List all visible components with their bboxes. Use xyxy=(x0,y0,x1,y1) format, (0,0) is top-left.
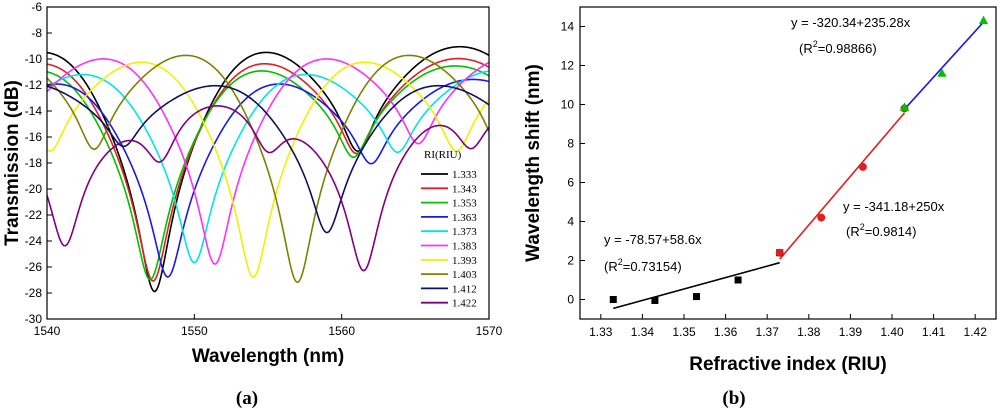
y-tick-label-a: -10 xyxy=(25,52,43,66)
y-tick-label-a: -16 xyxy=(25,130,43,144)
panel-a-transmission-chart: 1540 1550 1560 1570 -30 -28 -26 -24 -22 -20 -18 -16… xyxy=(2,0,503,409)
y-tick-label-a: -8 xyxy=(31,26,42,40)
y-tick-label-a: -26 xyxy=(25,260,43,274)
y-tick-label-b: 0 xyxy=(567,293,574,307)
transmission-line-1-412 xyxy=(47,84,489,234)
legend-label-1-373: 1.373 xyxy=(452,226,477,238)
y-tick-label-b: 14 xyxy=(561,20,575,34)
y-tick-label-a: -18 xyxy=(25,156,43,170)
y-tick-label-b: 8 xyxy=(567,137,574,151)
legend-label-1-403: 1.403 xyxy=(452,269,477,281)
transmission-line-1-393 xyxy=(47,61,489,278)
transmission-line-1-383 xyxy=(47,58,489,265)
legend-label-1-353: 1.353 xyxy=(452,198,477,210)
fit-equation-red: y = -341.18+250x xyxy=(843,199,945,214)
data-points-group xyxy=(609,15,989,304)
legend-a: RI(RIU) 1.333 1.343 1.353 1.363 1.373 1.383 1.… xyxy=(421,149,477,310)
fit-line-1 xyxy=(779,112,906,260)
y-axis-title-a: Transmission (dB) xyxy=(2,80,23,246)
y-tick-label-b: 4 xyxy=(567,215,574,229)
data-point-square xyxy=(609,296,617,303)
x-tick-label-a: 1560 xyxy=(328,324,355,338)
y-tick-label-a: -12 xyxy=(25,78,43,92)
y-tick-label-b: 10 xyxy=(561,98,575,112)
y-tick-label-a: -30 xyxy=(25,312,43,326)
x-axis-title-a: Wavelength (nm) xyxy=(192,346,344,367)
x-tick-label-b: 1.38 xyxy=(797,325,821,339)
legend-label-1-333: 1.333 xyxy=(452,169,477,181)
x-tick-label-b: 1.37 xyxy=(756,325,780,339)
x-tick-label-a: 1550 xyxy=(181,324,208,338)
legend-label-1-422: 1.422 xyxy=(452,298,477,310)
y-tick-label-b: 12 xyxy=(561,59,575,73)
panel-label-a: (a) xyxy=(236,388,258,409)
transmission-line-1-363 xyxy=(47,78,489,278)
data-point-triangle xyxy=(978,15,989,25)
x-tick-label-b: 1.35 xyxy=(672,325,696,339)
legend-title: RI(RIU) xyxy=(424,149,462,161)
fit-r2-black: (R2=0.73154) xyxy=(604,257,682,274)
legend-label-1-412: 1.412 xyxy=(452,283,477,295)
y-axis-title-b: Wavelength shift (nm) xyxy=(523,64,544,262)
legend-label-1-393: 1.393 xyxy=(452,255,477,267)
fit-r2-red: (R2=0.9814) xyxy=(846,222,916,239)
panel-label-b: (b) xyxy=(722,388,745,409)
x-tick-label-b: 1.42 xyxy=(964,325,988,339)
y-tick-label-a: -24 xyxy=(25,234,43,248)
transmission-line-1-403 xyxy=(47,54,489,284)
transmission-line-1-373 xyxy=(47,70,489,264)
x-tick-label-a: 1540 xyxy=(34,324,61,338)
fit-equation-blue: y = -320.34+235.28x xyxy=(791,15,911,30)
data-point-triangle xyxy=(899,102,910,111)
data-point-square xyxy=(734,276,742,284)
y-tick-label-a: -22 xyxy=(25,208,43,222)
data-point-square xyxy=(692,293,700,301)
x-tick-label-a: 1570 xyxy=(476,324,503,338)
x-tick-label-b: 1.39 xyxy=(839,325,863,339)
data-point-triangle xyxy=(937,68,947,77)
transmission-line-1-422 xyxy=(47,105,489,272)
y-tick-label-b: 2 xyxy=(567,254,574,268)
y-tick-label-a: -6 xyxy=(31,0,42,14)
plot-frame-b xyxy=(579,6,997,320)
data-point-circle xyxy=(817,213,826,222)
transmission-series-group xyxy=(47,45,489,293)
data-point-circle xyxy=(858,162,867,171)
fit-line-2 xyxy=(903,21,985,110)
panel-b-wavelength-shift-chart: 1.33 1.34 1.35 1.36 1.37 1.38 1.39 1.40 1.41 1.42… xyxy=(523,6,997,409)
plot-frame-a xyxy=(46,6,490,320)
y-tick-label-a: -28 xyxy=(25,286,43,300)
transmission-line-1-353 xyxy=(47,65,489,281)
y-tick-label-b: 6 xyxy=(567,176,574,190)
x-tick-label-b: 1.33 xyxy=(589,325,613,339)
y-tick-label-a: -14 xyxy=(25,104,43,118)
legend-label-1-383: 1.383 xyxy=(452,241,477,253)
fit-line-0 xyxy=(613,261,780,310)
fit-r2-blue: (R2=0.98866) xyxy=(799,39,877,56)
x-tick-label-b: 1.36 xyxy=(714,325,738,339)
legend-label-1-363: 1.363 xyxy=(452,212,477,224)
data-point-square xyxy=(651,296,659,304)
x-axis-title-b: Refractive index (RIU) xyxy=(689,354,886,375)
fit-annotations: y = -320.34+235.28x (R2=0.98866) y = -34… xyxy=(604,15,945,274)
y-tick-label-a: -20 xyxy=(25,182,43,196)
x-tick-label-b: 1.40 xyxy=(880,325,904,339)
legend-label-1-343: 1.343 xyxy=(452,183,477,195)
transmission-line-1-343 xyxy=(47,57,489,282)
x-tick-label-b: 1.34 xyxy=(631,325,655,339)
data-point-circle xyxy=(775,248,784,257)
fit-equation-black: y = -78.57+58.6x xyxy=(604,232,702,247)
x-tick-label-b: 1.41 xyxy=(922,325,946,339)
fit-lines-group xyxy=(613,21,985,310)
